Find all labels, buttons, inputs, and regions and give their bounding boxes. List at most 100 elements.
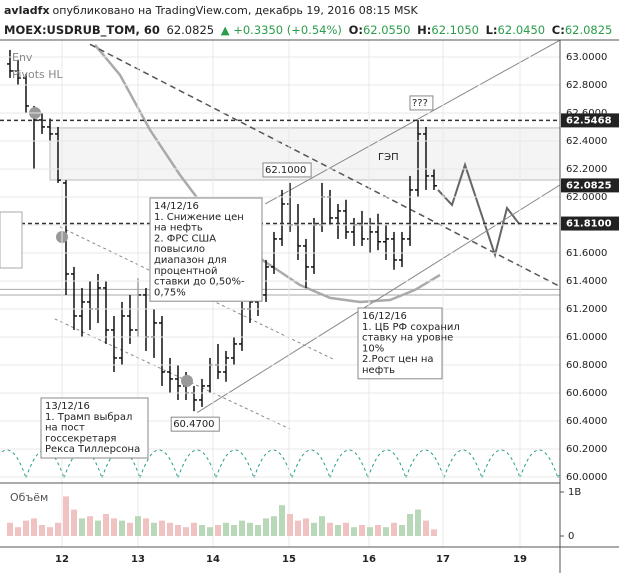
indicator-name: Env (12, 51, 33, 64)
price-note-label: 60.4700 (173, 419, 214, 430)
y-tick-label: 62.8000 (566, 80, 607, 91)
volume-bar (391, 522, 397, 537)
y-tick-label: 62.0000 (566, 192, 607, 203)
level-tag (561, 216, 619, 231)
volume-bar (31, 518, 37, 537)
o-label: O: (348, 23, 363, 37)
volume-bar (175, 525, 181, 537)
volume-bar (15, 527, 21, 537)
last-price-tag (561, 178, 619, 193)
trendline (89, 43, 560, 288)
x-tick-label: 14 (206, 554, 220, 565)
gap-label: ГЭП (378, 152, 399, 163)
x-tick-label: 17 (436, 554, 450, 565)
volume-bar (127, 522, 133, 537)
note-line: 1. Трамп выбрал (45, 412, 132, 423)
note-line: 13/12/16 (45, 401, 90, 412)
y-tick-label: 63.0000 (566, 52, 607, 63)
note-box (149, 197, 263, 302)
note-line: ставку на уровне (362, 333, 453, 344)
volume-bar (79, 518, 85, 537)
h-label: H: (417, 23, 432, 37)
volume-bar (119, 520, 125, 537)
volume-bar (255, 525, 261, 537)
price-note-label: 62.1000 (265, 165, 306, 176)
level-label: 61.8100 (566, 219, 612, 230)
note-line: 16/12/16 (362, 311, 407, 322)
pivot-point (181, 374, 193, 387)
volume-bar (399, 525, 405, 537)
volume-bar (271, 516, 277, 537)
volume-bar (295, 520, 301, 537)
volume-bar (311, 522, 317, 537)
volume-bar (319, 516, 325, 537)
volume-bar (383, 527, 389, 537)
volume-bar (287, 513, 293, 537)
volume-bar (103, 513, 109, 537)
note-line: повысило (154, 244, 205, 255)
volume-bar (39, 525, 45, 537)
volume-bar (199, 525, 205, 537)
note-line: 0,75% (154, 287, 186, 298)
volume-bar (303, 518, 309, 537)
volume-bar (191, 522, 197, 537)
note-line: диапазон для (154, 255, 227, 266)
y-tick-label: 61.0000 (566, 332, 607, 343)
volume-bar (359, 525, 365, 537)
volume-bar (207, 527, 213, 537)
volume-bar (407, 513, 413, 537)
volume-bar (239, 520, 245, 537)
level-tag (561, 113, 619, 128)
y-tick-label: 61.6000 (566, 248, 607, 259)
volume-bar (167, 522, 173, 537)
note-line: 2.Рост цен на (362, 354, 434, 365)
y-tick-label: 60.2000 (566, 444, 607, 455)
y-tick-label: 62.2000 (566, 164, 607, 175)
envelope-line (94, 44, 441, 304)
volume-bar (223, 522, 229, 537)
volume-bar (143, 518, 149, 537)
indicator-name: Pivots HL (12, 68, 63, 81)
note-line: нефть (362, 365, 395, 376)
note-box (40, 397, 149, 459)
symbol: MOEX:USDRUB_TOM, 60 (4, 23, 160, 37)
note-line: процентной (154, 266, 217, 277)
volume-bar (7, 522, 13, 537)
x-tick-label: 16 (362, 554, 376, 565)
volume-bar (431, 529, 437, 537)
volume-bar (63, 496, 69, 537)
volume-bar (23, 520, 29, 537)
volume-bar (351, 527, 357, 537)
y-tick-label: 60.0000 (566, 472, 607, 483)
x-tick-label: 12 (55, 554, 69, 565)
trendline (264, 40, 560, 205)
volume-bar (367, 527, 373, 537)
note-line: 10% (362, 343, 384, 354)
last-price-label: 62.0825 (566, 180, 612, 191)
volume-bar (135, 516, 141, 537)
l-label: L: (485, 23, 498, 37)
y-tick-label: 62.4000 (566, 136, 607, 147)
symbol-row: MOEX:USDRUB_TOM, 60 62.0825 ▲ +0.3350 (+… (4, 23, 615, 37)
volume-bar (111, 518, 117, 537)
x-tick-label: 13 (131, 554, 145, 565)
note-box (357, 307, 443, 380)
open: 62.0550 (362, 23, 411, 37)
volume-bar (375, 525, 381, 537)
volume-bar (415, 509, 421, 537)
published: опубликовано на TradingView.com, декабрь… (52, 4, 418, 17)
author: avladfx (4, 4, 50, 17)
high: 62.1050 (431, 23, 479, 37)
x-tick-label: 15 (282, 554, 296, 565)
volume-bar (159, 520, 165, 537)
volume-bar (47, 527, 53, 537)
volume-bar (87, 516, 93, 537)
volume-bar (183, 527, 189, 537)
price-note-box (262, 162, 312, 178)
forecast-path (437, 161, 521, 259)
last: 62.0825 (166, 23, 215, 37)
side-box (0, 211, 23, 269)
note-line: госсекретаря (45, 433, 116, 444)
